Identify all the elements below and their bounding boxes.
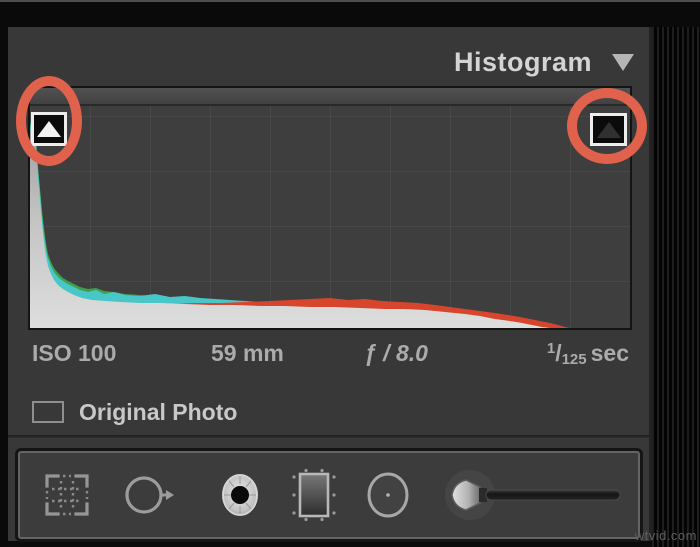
hist-series-cyan-blue-channel [30,118,545,328]
histogram-box [28,86,632,330]
radial-filter-button[interactable] [360,467,416,523]
panel-header[interactable]: Histogram [454,47,634,78]
histogram-area[interactable] [30,106,630,328]
radial-filter-icon [367,472,409,518]
highlight-clipping-button[interactable] [590,113,627,146]
spot-removal-button[interactable] [120,467,176,523]
shadow-clipping-icon [37,121,61,137]
metadata-row: ISO 100 59 mm ƒ / 8.0 1/125 sec [8,340,649,376]
red-eye-correction-button[interactable] [212,467,268,523]
iso-value: ISO 100 [32,340,117,366]
original-photo-row: Original Photo [32,397,237,427]
spot-removal-icon [125,476,174,514]
left-edge [0,27,8,547]
adjustment-brush-button[interactable] [438,467,638,523]
crop-overlay-button[interactable] [39,467,95,523]
histogram-box-bevel [30,88,630,106]
watermark: wtvid.com [634,528,697,543]
collapse-triangle-icon[interactable] [612,54,634,71]
crop-icon [45,474,89,516]
original-photo-label: Original Photo [79,398,238,425]
aperture-value: ƒ / 8.0 [364,340,428,366]
section-separator [8,435,649,438]
adjustment-brush-icon [445,470,621,520]
shadow-clipping-button[interactable] [31,112,67,146]
original-photo-checkbox[interactable] [32,401,64,423]
panel-resize-grip[interactable] [652,27,700,547]
graduated-filter-button[interactable] [286,467,342,523]
window-top-bar [0,0,700,27]
histogram-panel: Histogram ISO 100 59 mm ƒ / 8.0 [8,27,652,541]
panel-title: Histogram [453,47,592,77]
hist-series-luminance-gray [30,123,550,328]
graduated-filter-icon [292,468,336,522]
red-eye-icon [222,474,258,516]
shutter-speed-value: 1/125 sec [546,340,629,368]
histogram-curve-svg [30,116,570,328]
tool-strip [18,451,640,539]
highlight-clipping-icon [596,121,621,138]
focal-length-value: 59 mm [211,340,284,366]
